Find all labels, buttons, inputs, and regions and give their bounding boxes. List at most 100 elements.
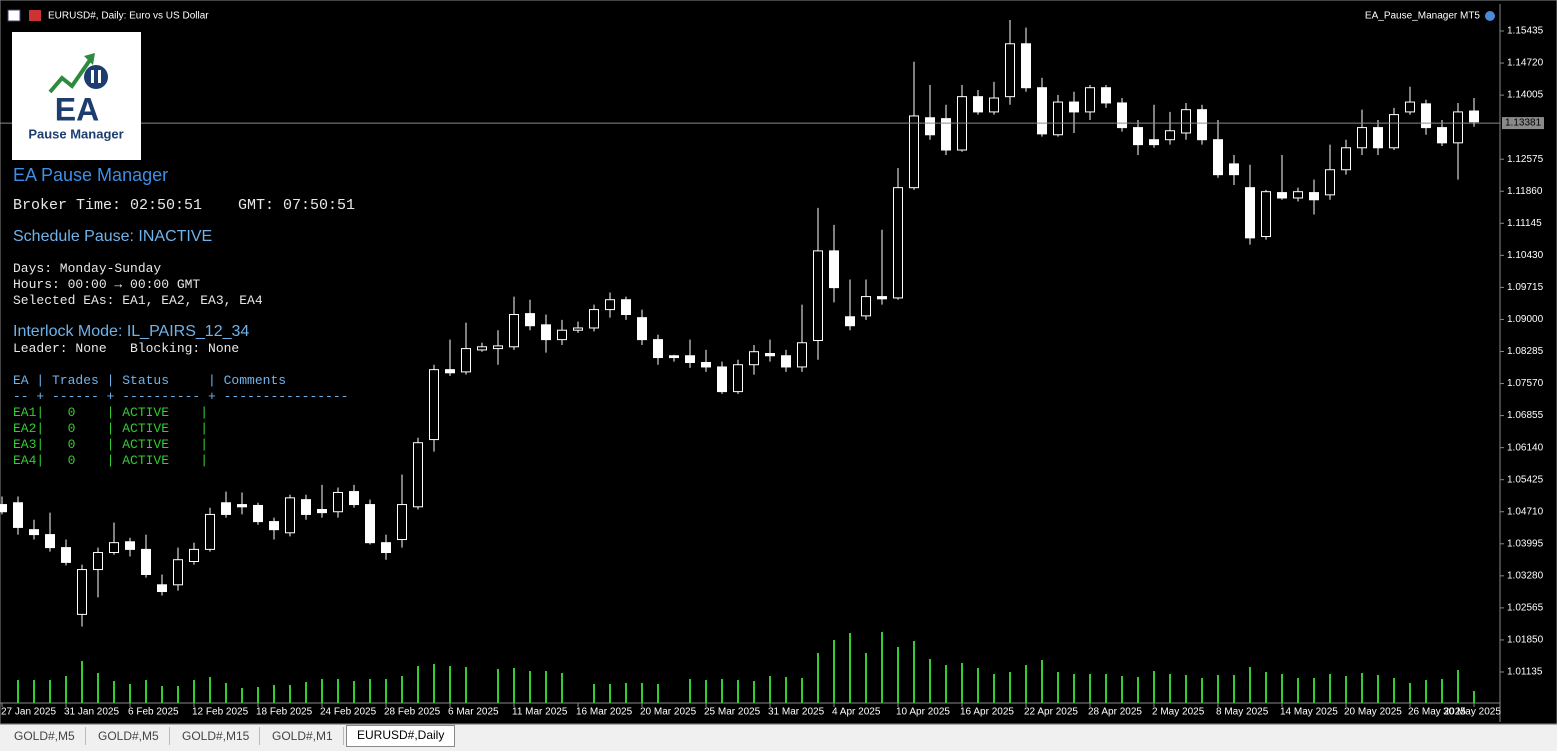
volume-bar [961, 663, 963, 703]
bear-candle [1277, 192, 1287, 199]
chart: EURUSD#, Daily: Euro vs US Dollar EA_Pau… [0, 0, 1557, 724]
bull-candle [749, 351, 759, 366]
volume-bar [1057, 672, 1059, 703]
bear-candle [0, 504, 7, 513]
x-tick-label: 14 May 2025 [1280, 707, 1338, 718]
bear-candle [1197, 109, 1207, 141]
tab[interactable]: GOLD#,M15 [172, 727, 261, 745]
y-tick-label: 1.03995 [1507, 538, 1544, 549]
bear-candle [1373, 127, 1383, 149]
bull-candle [813, 250, 823, 342]
bull-candle [909, 115, 919, 189]
volume-bar [721, 679, 723, 703]
bear-candle [941, 118, 951, 151]
logo-arrowhead [84, 53, 95, 65]
ea-label: EA_Pause_Manager MT5 [1365, 11, 1481, 22]
bear-candle [1117, 102, 1127, 129]
volume-bar [81, 661, 83, 703]
bear-candle [157, 584, 167, 593]
x-tick-label: 25 Mar 2025 [704, 707, 761, 718]
volume-bar [977, 668, 979, 703]
volume-bar [945, 665, 947, 703]
x-tick-label: 6 Mar 2025 [448, 707, 499, 718]
bull-candle [605, 299, 615, 311]
volume-bar [209, 677, 211, 703]
volume-bar [1009, 672, 1011, 703]
volume-bar [609, 684, 611, 703]
x-tick-label: 24 Feb 2025 [320, 707, 377, 718]
panel-leader: Leader: None Blocking: None [13, 341, 240, 356]
volume-bar [513, 668, 515, 703]
tab[interactable]: GOLD#,M5 [4, 727, 86, 745]
volume-bar [801, 678, 803, 703]
bear-candle [653, 339, 663, 359]
table-row: EA1| 0 | ACTIVE | [13, 405, 209, 420]
x-tick-label: 28 Apr 2025 [1088, 707, 1142, 718]
panel-hours: Hours: 00:00 → 00:00 GMT [13, 277, 201, 292]
bear-candle [541, 324, 551, 341]
bear-candle [1245, 187, 1255, 239]
bear-candle [445, 369, 455, 374]
bull-candle [397, 504, 407, 541]
volume-bar [1217, 675, 1219, 703]
volume-bar [529, 671, 531, 703]
x-tick-label: 16 Apr 2025 [960, 707, 1014, 718]
volume-bar [1265, 672, 1267, 703]
volume-bar [753, 681, 755, 703]
volume-bar [129, 684, 131, 703]
volume-bar [1377, 675, 1379, 703]
bull-candle [477, 346, 487, 351]
bull-candle [557, 329, 567, 341]
y-tick-label: 1.12575 [1507, 154, 1544, 165]
bull-candle [109, 542, 119, 554]
volume-bar [273, 685, 275, 703]
y-tick-label: 1.02565 [1507, 603, 1544, 614]
y-tick-label: 1.05425 [1507, 474, 1544, 485]
bull-candle [493, 345, 503, 350]
tab[interactable]: GOLD#,M5 [88, 727, 170, 745]
bear-candle [381, 542, 391, 554]
bull-candle [733, 364, 743, 393]
bull-candle [205, 513, 215, 550]
volume-bar [1249, 667, 1251, 703]
logo-arrow [48, 58, 92, 94]
bear-candle [141, 548, 151, 575]
bear-candle [845, 316, 855, 327]
bull-candle [461, 348, 471, 373]
volume-bar [1169, 674, 1171, 703]
tab[interactable]: EURUSD#,Daily [346, 725, 456, 747]
table-header: EA | Trades | Status | Comments [13, 373, 287, 388]
y-tick-label: 1.14005 [1507, 90, 1544, 101]
bull-candle [173, 559, 183, 586]
panel-interlock: Interlock Mode: IL_PAIRS_12_34 [13, 323, 250, 340]
volume-bar [1153, 671, 1155, 703]
bull-candle [893, 187, 903, 299]
y-tick-label: 1.06140 [1507, 442, 1544, 453]
volume-bar [737, 680, 739, 703]
y-tick-label: 1.04710 [1507, 506, 1544, 517]
bear-candle [973, 96, 983, 113]
volume-bar [1073, 674, 1075, 703]
x-tick-label: 4 Apr 2025 [832, 707, 881, 718]
x-tick-label: 10 Apr 2025 [896, 707, 950, 718]
bear-candle [1101, 87, 1111, 104]
volume-bar [881, 632, 883, 703]
bull-candle [1005, 43, 1015, 98]
bear-candle [13, 502, 23, 528]
tab[interactable]: GOLD#,M1 [262, 727, 344, 745]
volume-bar [257, 687, 259, 703]
x-tick-label: 31 Jan 2025 [64, 707, 119, 718]
bear-candle [669, 355, 679, 359]
volume-bar [145, 680, 147, 703]
x-tick-label: 11 Mar 2025 [512, 707, 568, 718]
volume-bar [705, 680, 707, 703]
bear-candle [1421, 103, 1431, 129]
volume-bar [321, 679, 323, 703]
menu-icon[interactable] [7, 9, 21, 22]
price-label-box [1502, 117, 1544, 130]
volume-bar [913, 641, 915, 703]
volume-bar [993, 674, 995, 703]
bear-candle [61, 547, 71, 563]
volume-bar [337, 679, 339, 703]
panel-schedule: Schedule Pause: INACTIVE [13, 228, 213, 245]
